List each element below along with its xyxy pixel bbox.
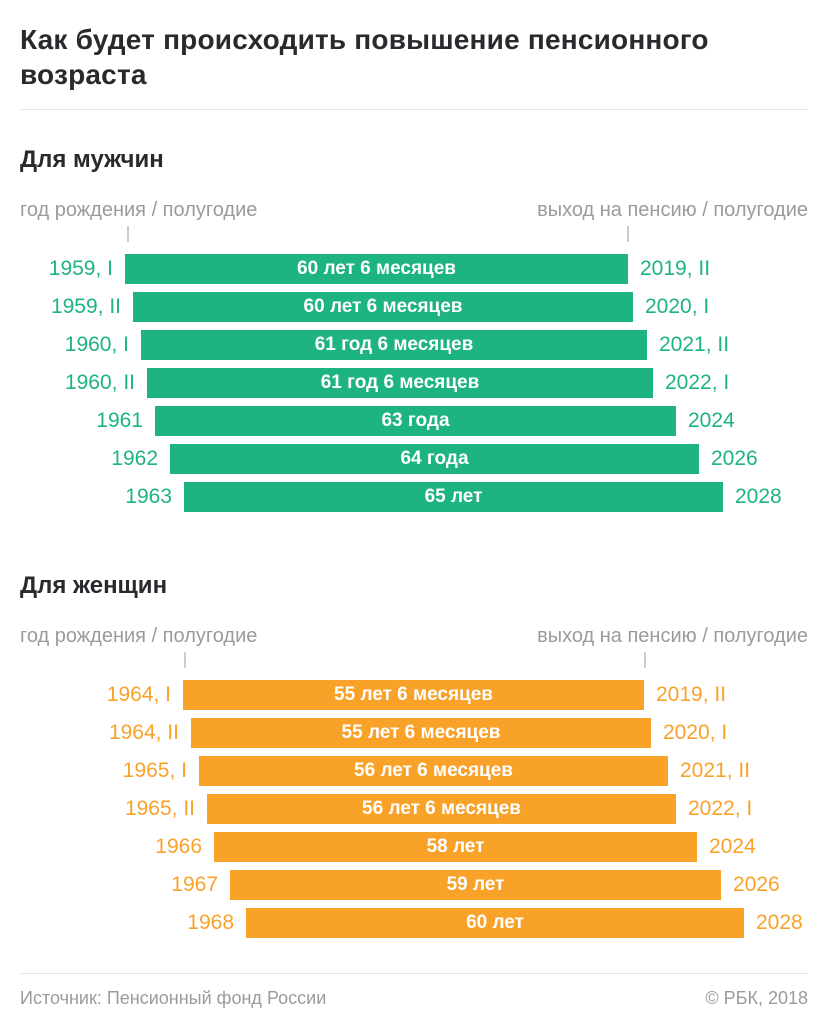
section-heading-men: Для мужчин [20,146,164,173]
chart-row: 1964, I 55 лет 6 месяцев 2019, II [0,680,828,710]
chart-row: 1959, II 60 лет 6 месяцев 2020, I [0,292,828,322]
pension-age-bar: 64 года [170,444,699,474]
chart-row: 1966 58 лет 2024 [0,832,828,862]
pension-age-bar: 55 лет 6 месяцев [183,680,644,710]
retirement-year-label: 2020, I [663,721,728,744]
pension-age-bar: 61 год 6 месяцев [141,330,647,360]
retirement-year-label: 2022, I [688,797,753,820]
pension-age-bar: 60 лет [246,908,744,938]
chart-row: 1963 65 лет 2028 [0,482,828,512]
bar-age-label: 55 лет 6 месяцев [334,684,493,705]
pension-age-bar: 65 лет [184,482,723,512]
pension-age-bar: 61 год 6 месяцев [147,368,653,398]
retirement-column-label: выход на пенсию / полугодие [537,199,808,221]
chart-row: 1965, II 56 лет 6 месяцев 2022, I [0,794,828,824]
bar-age-label: 60 лет 6 месяцев [297,258,456,279]
copyright-label: © РБК, 2018 [705,988,808,1008]
birth-year-label: 1968 [187,911,234,934]
birth-year-label: 1967 [171,873,218,896]
bar-age-label: 60 лет 6 месяцев [303,296,463,317]
chart-row: 1959, I 60 лет 6 месяцев 2019, II [0,254,828,284]
birth-year-label: 1964, II [108,721,179,744]
bar-rows: 1959, I 60 лет 6 месяцев 2019, II 1959, II 6… [0,254,828,512]
retirement-year-label: 2019, II [640,257,711,280]
title-divider [20,109,808,110]
bar-age-label: 63 года [381,410,450,431]
bar-rows: 1964, I 55 лет 6 месяцев 2019, II 1964, II 5… [0,680,828,938]
birth-year-label: 1961 [96,409,143,432]
pension-age-bar: 63 года [155,406,676,436]
section-heading-women: Для женщин [20,572,168,599]
bar-age-label: 55 лет 6 месяцев [341,722,501,743]
birth-column-label: год рождения / полугодие [20,199,258,221]
retirement-year-label: 2021, II [680,759,751,782]
birth-year-label: 1965, I [122,759,187,782]
birth-year-label: 1960, I [64,333,129,356]
column-headers: год рождения / полугодие выход на пенсию… [20,198,808,222]
retirement-year-label: 2019, II [656,683,727,706]
birth-year-label: 1959, I [48,257,113,280]
section-women: Для женщин год рождения / полугодие выхо… [0,572,828,938]
retirement-year-label: 2028 [756,911,803,934]
pension-age-bar: 59 лет [230,870,721,900]
chart-row: 1967 59 лет 2026 [0,870,828,900]
chart-row: 1960, II 61 год 6 месяцев 2022, I [0,368,828,398]
birth-year-label: 1966 [155,835,202,858]
page-title: Как будет происходить повышение пенсионн… [20,24,709,90]
retirement-column-label: выход на пенсию / полугодие [537,625,808,647]
bar-age-label: 61 год 6 месяцев [314,334,474,355]
pension-age-bar: 60 лет 6 месяцев [133,292,633,322]
pension-age-bar: 60 лет 6 месяцев [125,254,628,284]
retirement-year-label: 2024 [688,409,735,432]
column-headers: год рождения / полугодие выход на пенсию… [20,624,808,648]
footer-divider [20,973,808,974]
chart-row: 1964, II 55 лет 6 месяцев 2020, I [0,718,828,748]
retirement-year-label: 2026 [733,873,780,896]
bar-age-label: 64 года [400,448,469,469]
chart-row: 1965, I 56 лет 6 месяцев 2021, II [0,756,828,786]
section-men: Для мужчин год рождения / полугодие выхо… [0,146,828,512]
retirement-year-label: 2028 [735,485,782,508]
axis-tick-right [644,652,646,668]
pension-age-bar: 58 лет [214,832,697,862]
axis-tick-right [627,226,629,242]
chart-row: 1968 60 лет 2028 [0,908,828,938]
birth-year-label: 1962 [111,447,158,470]
birth-year-label: 1963 [125,485,172,508]
birth-year-label: 1959, II [50,295,121,318]
axis-tick-left [184,652,186,668]
source-label: Источник: Пенсионный фонд России [20,988,327,1008]
tick-band [0,222,828,246]
birth-year-label: 1960, II [64,371,135,394]
bar-age-label: 59 лет [446,874,505,895]
bar-age-label: 56 лет 6 месяцев [354,760,513,781]
retirement-year-label: 2024 [709,835,756,858]
birth-column-label: год рождения / полугодие [20,625,258,647]
birth-year-label: 1964, I [106,683,171,706]
pension-age-bar: 55 лет 6 месяцев [191,718,651,748]
axis-tick-left [127,226,129,242]
bar-age-label: 58 лет [426,836,485,857]
pension-age-bar: 56 лет 6 месяцев [199,756,668,786]
retirement-year-label: 2022, I [665,371,730,394]
bar-age-label: 56 лет 6 месяцев [362,798,521,819]
bar-age-label: 60 лет [466,912,524,933]
footer: Источник: Пенсионный фонд России © РБК, … [20,987,808,1009]
tick-band [0,648,828,672]
chart-row: 1962 64 года 2026 [0,444,828,474]
chart-row: 1961 63 года 2024 [0,406,828,436]
retirement-year-label: 2021, II [659,333,730,356]
birth-year-label: 1965, II [124,797,195,820]
pension-age-bar: 56 лет 6 месяцев [207,794,676,824]
bar-age-label: 65 лет [424,486,483,507]
bar-age-label: 61 год 6 месяцев [320,372,480,393]
chart-row: 1960, I 61 год 6 месяцев 2021, II [0,330,828,360]
retirement-year-label: 2020, I [645,295,710,318]
retirement-year-label: 2026 [711,447,758,470]
